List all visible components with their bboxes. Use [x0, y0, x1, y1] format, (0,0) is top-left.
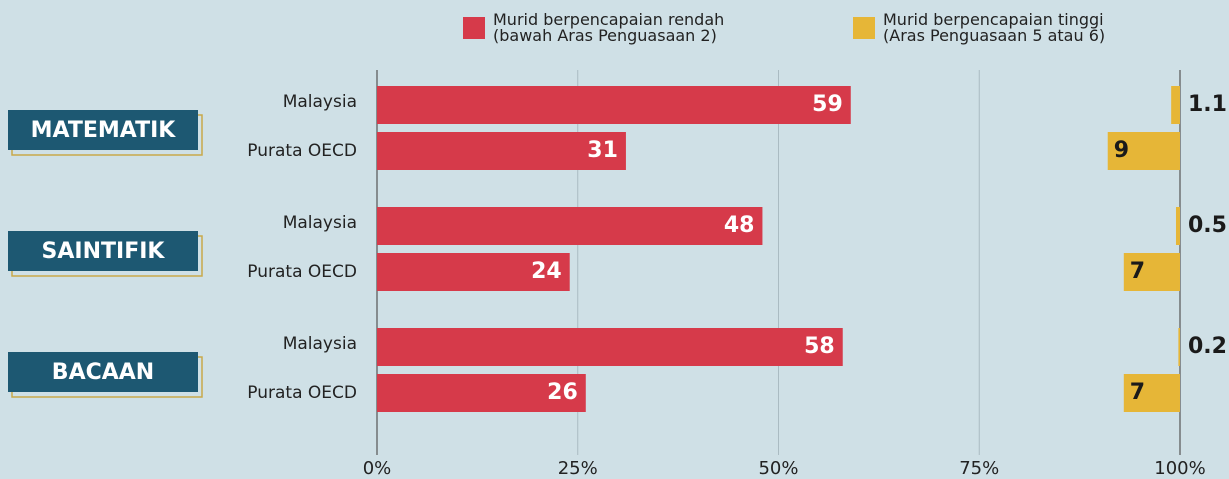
data-label: 58	[804, 334, 835, 359]
data-label: 9	[1114, 138, 1129, 163]
y-tick-label: Purata OECD	[247, 141, 357, 161]
legend-item: Murid berpencapaian tinggi (Aras Penguas…	[853, 12, 1105, 44]
bar	[377, 328, 843, 366]
bar	[377, 253, 570, 291]
bar	[1175, 207, 1180, 245]
y-tick-label: Malaysia	[283, 92, 357, 112]
x-tick-label: 75%	[959, 458, 999, 479]
group-box	[8, 231, 198, 271]
group-box	[8, 352, 198, 392]
data-label: 7	[1130, 259, 1145, 284]
y-tick-label: Purata OECD	[247, 262, 357, 282]
bar	[377, 132, 626, 170]
legend-swatch	[853, 17, 875, 39]
bar	[1178, 328, 1180, 366]
x-tick-label: 100%	[1154, 458, 1205, 479]
data-label: 48	[724, 213, 755, 238]
legend-label: Murid berpencapaian rendah (bawah Aras P…	[493, 10, 725, 45]
bar	[377, 86, 851, 124]
group-label: BACAAN	[52, 360, 154, 385]
y-tick-label: Purata OECD	[247, 383, 357, 403]
data-label: 1.1	[1188, 92, 1227, 117]
data-label: 31	[587, 138, 618, 163]
legend-label: Murid berpencapaian tinggi (Aras Penguas…	[883, 10, 1106, 45]
x-tick-label: 0%	[363, 458, 392, 479]
group-label: SAINTIFIK	[42, 239, 166, 264]
data-label: 7	[1130, 380, 1145, 405]
data-label: 59	[812, 92, 843, 117]
bar	[377, 374, 586, 412]
bar	[1107, 132, 1180, 170]
group-box	[8, 110, 198, 150]
bar	[377, 207, 763, 245]
legend-swatch	[463, 17, 485, 39]
data-label: 0.2	[1188, 334, 1227, 359]
y-tick-label: Malaysia	[283, 334, 357, 354]
legend-item: Murid berpencapaian rendah (bawah Aras P…	[463, 12, 724, 44]
data-label: 0.5	[1188, 213, 1227, 238]
x-tick-label: 50%	[758, 458, 798, 479]
data-label: 26	[547, 380, 578, 405]
bar	[1123, 374, 1180, 412]
y-tick-label: Malaysia	[283, 213, 357, 233]
bar	[1171, 86, 1180, 124]
data-label: 24	[531, 259, 562, 284]
group-label: MATEMATIK	[31, 118, 177, 143]
x-tick-label: 25%	[558, 458, 598, 479]
bar	[1123, 253, 1180, 291]
